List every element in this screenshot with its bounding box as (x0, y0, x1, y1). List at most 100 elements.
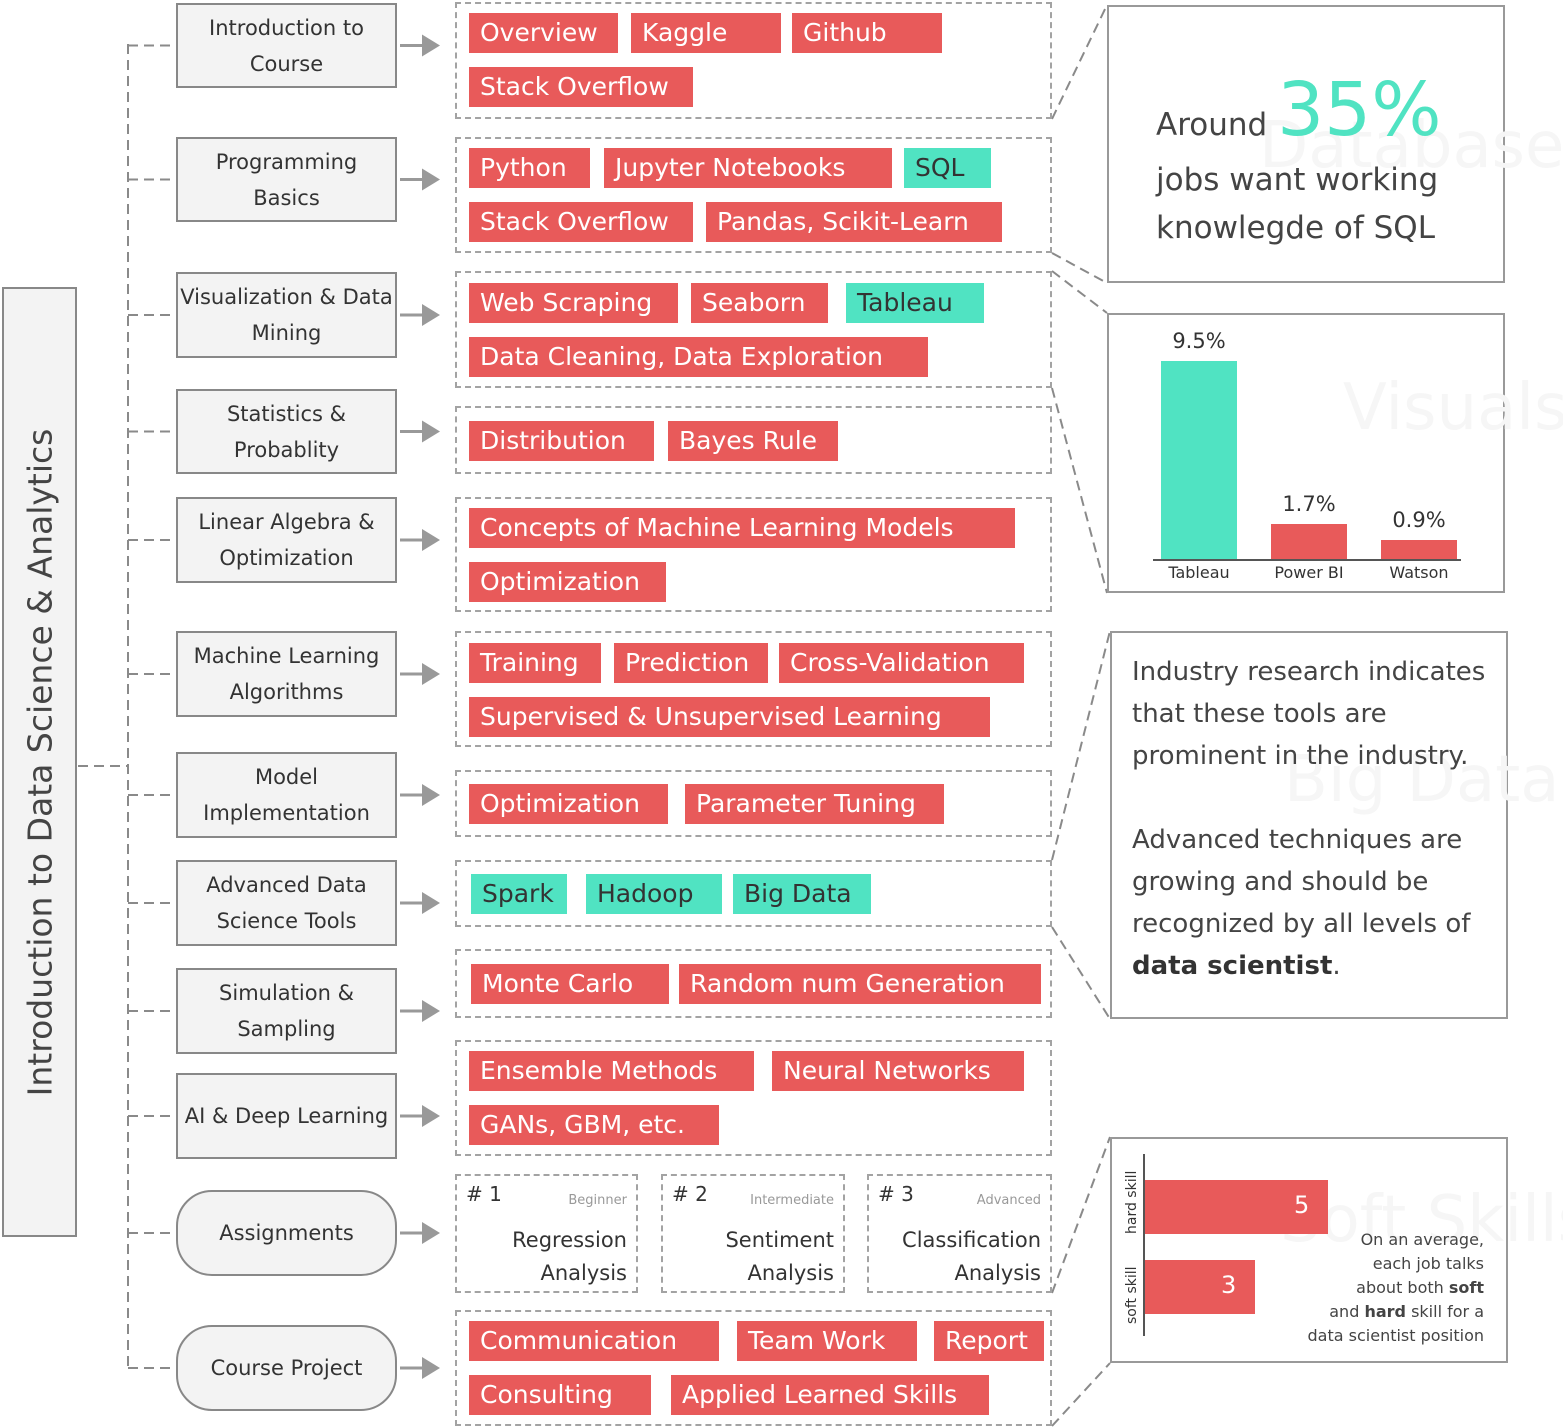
bar-tableau (1161, 361, 1237, 559)
bi-tools-chart-card: Visuals 9.5% Tableau 1.7% Power BI 0.9% Watso… (1107, 313, 1563, 593)
sql-stat-card: Database Around 35% jobs want working kn… (1107, 5, 1563, 283)
skills-note: On an average, each job talks about both… (1307, 1230, 1484, 1345)
sql-percent: 35% (1277, 67, 1442, 153)
topic-label: Advanced Data Science Tools (206, 873, 367, 933)
assignment-number: # 3 (878, 1182, 914, 1206)
callout-line (1051, 630, 1111, 861)
bar-value-label: 1.7% (1282, 492, 1336, 516)
bar-category-label: Tableau (1168, 563, 1230, 582)
skill-tag: Optimization (469, 562, 666, 602)
skill-tag: Consulting (469, 1375, 651, 1415)
arrow-head (422, 168, 440, 191)
sql-line-2: jobs want working (1156, 162, 1439, 198)
assignment-title: Sentiment Analysis (725, 1228, 834, 1285)
skill-category-label: soft skill (1124, 1266, 1140, 1324)
callout-line (1051, 270, 1108, 314)
callout-line (1051, 926, 1111, 1020)
assignment-card: # 1 Beginner Regression Analysis (455, 1174, 638, 1293)
skills-chart-y-axis (1143, 1154, 1145, 1336)
callout-line (1051, 387, 1108, 594)
note-paragraph-2: Advanced techniques are growing and shou… (1132, 825, 1471, 981)
skill-tag: Overview (469, 13, 618, 53)
assignment-level: Intermediate (750, 1193, 834, 1208)
assignment-number: # 2 (672, 1182, 708, 1206)
skill-tag: Jupyter Notebooks (604, 148, 892, 188)
callout-line (1051, 1136, 1111, 1294)
visuals-card-watermark: Visuals (1343, 371, 1563, 445)
skill-tag: Cross-Validation (779, 643, 1024, 683)
skill-tag: Hadoop (586, 874, 722, 914)
topic-box: Model Implementation (176, 752, 397, 838)
skill-tag: Supervised & Unsupervised Learning (469, 697, 990, 737)
skill-tag: Stack Overflow (469, 202, 693, 242)
arrow-head (422, 420, 440, 443)
topic-box: Visualization & Data Mining (176, 272, 397, 358)
skill-tag: Spark (471, 874, 567, 914)
skill-tag: Big Data (733, 874, 871, 914)
skill-value-label: 5 (1294, 1191, 1310, 1219)
topic-box: Statistics & Probablity (176, 389, 397, 474)
skill-tag: Ensemble Methods (469, 1051, 754, 1091)
assignment-card: # 2 Intermediate Sentiment Analysis (661, 1174, 845, 1293)
bar-category-label: Watson (1389, 563, 1449, 582)
topic-label: Course Project (210, 1356, 363, 1380)
topic-label: Programming Basics (215, 149, 358, 210)
bar-watson (1381, 540, 1457, 559)
note-bold: data scientist (1132, 951, 1333, 981)
topic-box: Assignments (176, 1190, 397, 1276)
bar-chart-x-axis (1153, 559, 1461, 561)
bar-power-bi (1271, 524, 1347, 559)
topic-label: Visualization & Data Mining (180, 285, 393, 345)
arrow-head (422, 1357, 440, 1379)
sql-card-watermark: Database (1259, 109, 1563, 183)
skill-tag: Distribution (469, 421, 654, 461)
topic-box: Advanced Data Science Tools (176, 860, 397, 946)
topic-label: Assignments (219, 1221, 354, 1245)
topic-label: AI & Deep Learning (184, 1104, 389, 1128)
skill-tag: Random num Generation (679, 964, 1041, 1004)
topic-box: Course Project (176, 1325, 397, 1411)
arrow-head (422, 1222, 440, 1244)
topic-label: Linear Algebra & Optimization (198, 510, 375, 570)
skill-tag: Web Scraping (469, 283, 678, 323)
skill-tag: Bayes Rule (668, 421, 838, 461)
assignment-level: Advanced (976, 1193, 1041, 1208)
skill-tag: Neural Networks (772, 1051, 1024, 1091)
note-paragraph-1: Industry research indicates that these t… (1132, 657, 1486, 771)
skill-tag: GANs, GBM, etc. (469, 1105, 719, 1145)
callout-line (1051, 252, 1108, 284)
bar-soft-skill (1145, 1260, 1255, 1314)
topic-label: Machine Learning Algorithms (193, 644, 380, 704)
assignment-card: # 3 Advanced Classification Analysis (867, 1174, 1052, 1293)
arrow-head (422, 663, 440, 685)
sql-line-3: knowlegde of SQL (1156, 210, 1435, 246)
root-title: Introduction to Data Science & Analytics (20, 428, 59, 1096)
topic-box: Programming Basics (176, 137, 397, 222)
industry-note-card: Big Data Industry research indicates tha… (1110, 631, 1559, 1019)
callout-line (1051, 1362, 1111, 1427)
arrow-head (422, 34, 440, 57)
topic-box: Linear Algebra & Optimization (176, 497, 397, 583)
sql-prefix: Around (1156, 107, 1268, 143)
skill-tag: Prediction (614, 643, 768, 683)
arrow-head (422, 892, 440, 914)
topic-box: Simulation & Sampling (176, 968, 397, 1054)
skill-tag: Kaggle (631, 13, 781, 53)
arrow-head (422, 784, 440, 806)
topic-label: Introduction to Course (209, 15, 364, 76)
skill-tag: Seaborn (691, 283, 828, 323)
skill-tag: Pandas, Scikit-Learn (706, 202, 1002, 242)
skill-tag: SQL (904, 148, 991, 188)
skill-tag: Training (469, 643, 601, 683)
assignment-title: Regression Analysis (512, 1228, 627, 1285)
topic-box: AI & Deep Learning (176, 1073, 397, 1159)
skill-tag: Report (934, 1321, 1044, 1361)
skill-tag: Monte Carlo (471, 964, 669, 1004)
skill-tag: Tableau (846, 283, 984, 323)
assignment-title: Classification Analysis (902, 1228, 1041, 1285)
skill-tag: Team Work (737, 1321, 917, 1361)
skill-category-label: hard skill (1124, 1170, 1140, 1234)
arrow-head (422, 529, 440, 551)
callout-line (1051, 4, 1108, 120)
